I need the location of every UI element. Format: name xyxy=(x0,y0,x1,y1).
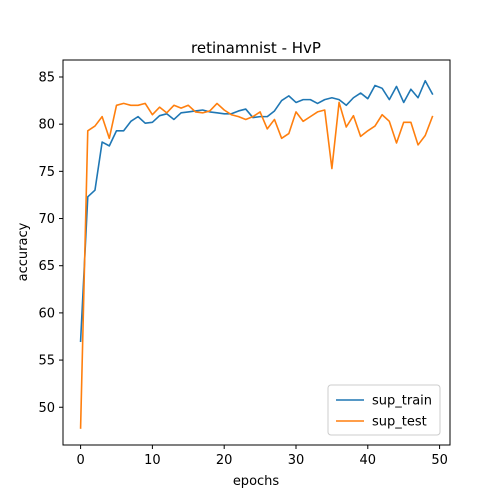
y-tick-label: 70 xyxy=(38,212,55,227)
y-tick-label: 65 xyxy=(38,259,55,274)
x-tick-label: 10 xyxy=(144,453,161,468)
series-line-sup_train xyxy=(79,79,434,343)
y-tick-label: 50 xyxy=(38,401,55,416)
chart-title: retinamnist - HvP xyxy=(191,39,321,57)
y-tick-label: 55 xyxy=(38,354,55,369)
legend-label-sup_train: sup_train xyxy=(372,394,432,409)
x-tick-label: 30 xyxy=(288,453,305,468)
x-tick-label: 20 xyxy=(216,453,233,468)
x-axis-label: epochs xyxy=(233,474,280,489)
series-line-sup_test xyxy=(79,101,434,429)
y-tick-label: 60 xyxy=(38,306,55,321)
legend-label-sup_test: sup_test xyxy=(372,415,427,430)
y-tick-label: 85 xyxy=(38,70,55,85)
series-layer xyxy=(79,79,434,429)
y-tick-label: 75 xyxy=(38,165,55,180)
x-tick-label: 0 xyxy=(76,453,84,468)
y-axis-label: accuracy xyxy=(16,222,31,281)
legend: sup_train sup_test xyxy=(327,384,441,436)
y-axis: 50 55 60 65 70 75 80 85 xyxy=(38,70,63,416)
x-tick-label: 50 xyxy=(431,453,448,468)
x-axis: 0 10 20 30 40 50 xyxy=(76,445,448,468)
legend-box xyxy=(327,384,441,436)
x-tick-label: 40 xyxy=(360,453,377,468)
plot-frame xyxy=(62,59,451,446)
y-tick-label: 80 xyxy=(38,118,55,133)
